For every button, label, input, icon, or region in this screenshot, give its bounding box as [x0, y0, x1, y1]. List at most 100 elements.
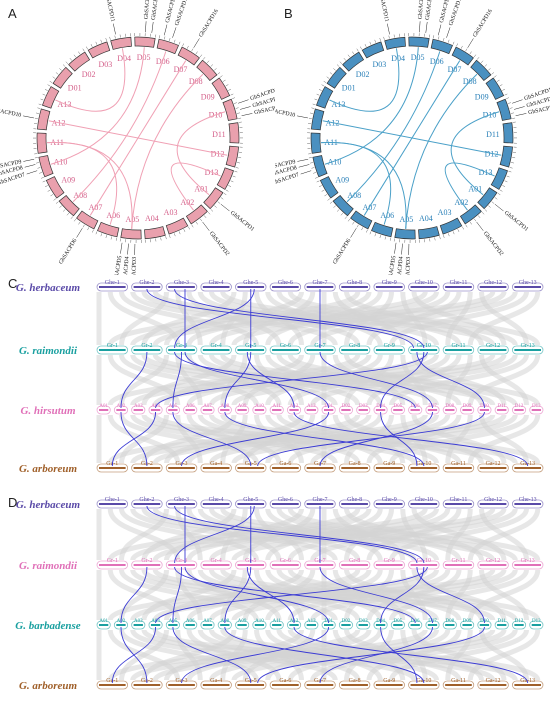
chromosome-bar — [445, 286, 472, 288]
chromosome-bar — [514, 409, 524, 411]
tick-mark — [352, 221, 355, 225]
synteny-link — [47, 141, 118, 225]
tick-mark — [223, 193, 227, 196]
chromosome-label: D11 — [498, 619, 507, 624]
chromosome-bar — [150, 624, 161, 626]
tick-mark — [40, 177, 44, 179]
tick-mark — [499, 189, 503, 192]
chromosome-label: Ga-9 — [383, 461, 395, 467]
background-synteny-band — [310, 568, 518, 622]
chromosome-bar — [306, 286, 334, 288]
chromosome-label: D06 — [411, 404, 420, 409]
chromosome-label: D03 — [373, 60, 387, 69]
tick-mark — [105, 38, 107, 41]
chromosome-bar — [237, 624, 247, 626]
synteny-link — [224, 566, 252, 624]
gene-label: GhSACPD15 — [448, 0, 464, 27]
species-label: G. arboreum — [19, 463, 78, 475]
tick-mark — [476, 57, 480, 60]
tick-mark — [82, 224, 85, 228]
chromosome-bar — [272, 286, 299, 288]
tick-mark — [480, 60, 484, 64]
synteny-link — [174, 288, 255, 349]
chromosome-bar — [393, 624, 403, 626]
chromosome-bar — [168, 684, 195, 686]
tick-mark — [434, 237, 436, 241]
background-synteny-band — [310, 353, 518, 407]
chromosome-segment — [203, 187, 224, 210]
chromosome-label: D03 — [99, 60, 113, 69]
chromosome-bar — [306, 349, 334, 351]
tick-mark — [228, 185, 232, 187]
chromosome-bar — [514, 286, 541, 288]
chromosome-bar — [341, 349, 368, 351]
chromosome-bar — [99, 503, 126, 505]
tick-mark — [439, 236, 441, 240]
tick-mark — [100, 39, 102, 43]
gene-pointer — [467, 38, 474, 48]
chromosome-label: Ga-8 — [349, 678, 361, 684]
tick-mark — [457, 229, 460, 232]
tick-mark — [491, 72, 495, 75]
chromosome-label: A07 — [203, 619, 212, 624]
chromosome-label: D03 — [359, 404, 368, 409]
tick-mark — [344, 216, 348, 219]
tick-mark — [343, 57, 346, 61]
chromosome-bar — [375, 624, 386, 626]
tick-mark — [474, 218, 477, 222]
chromosome-label: Ghe-11 — [450, 280, 468, 286]
chromosome-bar — [99, 349, 126, 351]
chromosome-bar — [341, 503, 368, 505]
chromosome-bar — [133, 286, 161, 288]
tick-mark — [393, 34, 395, 38]
species-label: G. herbaceum — [16, 499, 81, 511]
synteny-link — [319, 566, 433, 624]
chromosome-label: A09 — [238, 619, 247, 624]
gene-pointer — [240, 106, 251, 110]
background-synteny-band — [231, 290, 507, 347]
chromosome-bar — [133, 349, 161, 351]
gene-pointer — [446, 27, 451, 38]
tick-mark — [66, 212, 70, 216]
chromosome-bar — [410, 684, 438, 686]
chromosome-segment — [37, 108, 51, 131]
chromosome-bar — [427, 409, 438, 411]
background-synteny-band — [467, 291, 541, 346]
tick-mark — [309, 112, 313, 114]
synteny-link — [89, 60, 187, 216]
tick-mark — [488, 68, 491, 71]
chromosome-segment — [451, 46, 474, 66]
chromosome-label: A13 — [58, 100, 72, 109]
tick-mark — [199, 54, 203, 58]
tick-mark — [191, 224, 194, 228]
chromosome-label: D11 — [498, 404, 507, 409]
background-synteny-band — [310, 507, 518, 562]
chromosome-bar — [479, 503, 507, 505]
tick-mark — [95, 41, 98, 45]
chromosome-bar — [168, 349, 195, 351]
gene-pointer — [387, 23, 390, 35]
gene-pointer — [297, 115, 308, 119]
gene-pointer — [220, 203, 230, 212]
chromosome-segment — [430, 38, 453, 55]
gene-label: GhSACPD13 — [425, 0, 435, 20]
background-synteny-band — [389, 508, 529, 561]
chromosome-label: D09 — [463, 619, 472, 624]
tick-mark — [502, 185, 506, 187]
chromosome-label: Gr-13 — [521, 343, 535, 349]
chromosome-bar — [220, 409, 230, 411]
chromosome-bar — [272, 624, 282, 626]
chromosome-bar — [427, 624, 438, 626]
chromosome-label: Ghe-9 — [382, 280, 397, 286]
tick-mark — [214, 68, 217, 71]
chromosome-label: A01 — [99, 619, 108, 624]
chromosome-label: Ghe-6 — [278, 280, 293, 286]
chromosome-segment — [316, 86, 334, 109]
chromosome-label: D08 — [445, 619, 454, 624]
chromosome-label: D11 — [212, 130, 225, 139]
chromosome-segment — [36, 132, 48, 154]
tick-mark — [173, 39, 176, 43]
tick-mark — [484, 64, 488, 67]
tick-mark — [34, 117, 38, 119]
chromosome-bar — [202, 684, 230, 686]
